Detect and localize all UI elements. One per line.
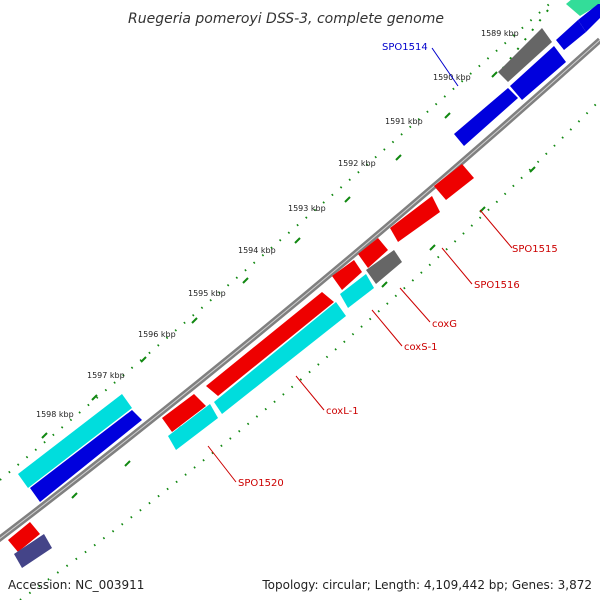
reverse-strand-features (8, 164, 474, 568)
tick-label: 1591 kbp (385, 117, 423, 126)
outer-dotted-ring (19, 98, 600, 600)
cds-feature[interactable] (434, 164, 474, 200)
cds-feature[interactable] (168, 404, 218, 450)
cds-feature[interactable] (162, 394, 206, 432)
forward-strand-features (18, 0, 600, 502)
feature-label-spo1520: SPO1520 (238, 478, 284, 489)
cds-feature[interactable] (498, 28, 552, 82)
tick-label: 1589 kbp (481, 29, 519, 38)
genome-summary: Topology: circular; Length: 4,109,442 bp… (262, 578, 592, 592)
tick-label: 1598 kbp (36, 410, 74, 419)
tick-label: 1594 kbp (238, 246, 276, 255)
tick-label: 1592 kbp (338, 159, 376, 168)
cds-feature[interactable] (578, 4, 600, 32)
feature-label-spo1515: SPO1515 (512, 244, 558, 255)
map-title: Ruegeria pomeroyi DSS-3, complete genome (128, 11, 444, 27)
cds-feature[interactable] (366, 250, 402, 284)
cds-feature[interactable] (206, 292, 334, 396)
tick-label: 1593 kbp (288, 204, 326, 213)
cds-feature[interactable] (332, 260, 362, 290)
feature-label-spo1514: SPO1514 (382, 42, 428, 53)
cds-feature[interactable] (556, 20, 586, 50)
feature-label-coxs-1: coxS-1 (404, 342, 438, 353)
cds-feature[interactable] (566, 0, 600, 16)
feature-labels: SPO1514 SPO1515 SPO1516 coxG coxS-1 coxL… (238, 42, 558, 489)
inner-tick-track (499, 9, 549, 73)
cds-feature[interactable] (454, 88, 518, 146)
cds-feature[interactable] (340, 274, 374, 308)
cds-feature[interactable] (214, 302, 346, 414)
inner-dotted-ring (0, 0, 556, 481)
cds-feature[interactable] (18, 394, 132, 488)
cds-feature[interactable] (390, 196, 440, 242)
cds-feature[interactable] (8, 522, 40, 552)
cds-feature[interactable] (30, 410, 142, 502)
genome-backbone (0, 37, 600, 543)
inner-major-ticks (41, 71, 498, 439)
label-leaders (207, 47, 513, 483)
cds-feature[interactable] (14, 534, 52, 568)
tick-label: 1597 kbp (87, 371, 125, 380)
accession-label: Accession: NC_003911 (8, 578, 145, 592)
feature-label-coxl-1: coxL-1 (326, 406, 359, 417)
tick-label: 1596 kbp (138, 330, 176, 339)
cds-feature[interactable] (358, 238, 388, 268)
feature-label-coxg: coxG (432, 319, 457, 330)
cds-feature[interactable] (510, 46, 566, 100)
feature-label-spo1516: SPO1516 (474, 280, 520, 291)
tick-label: 1595 kbp (188, 289, 226, 298)
